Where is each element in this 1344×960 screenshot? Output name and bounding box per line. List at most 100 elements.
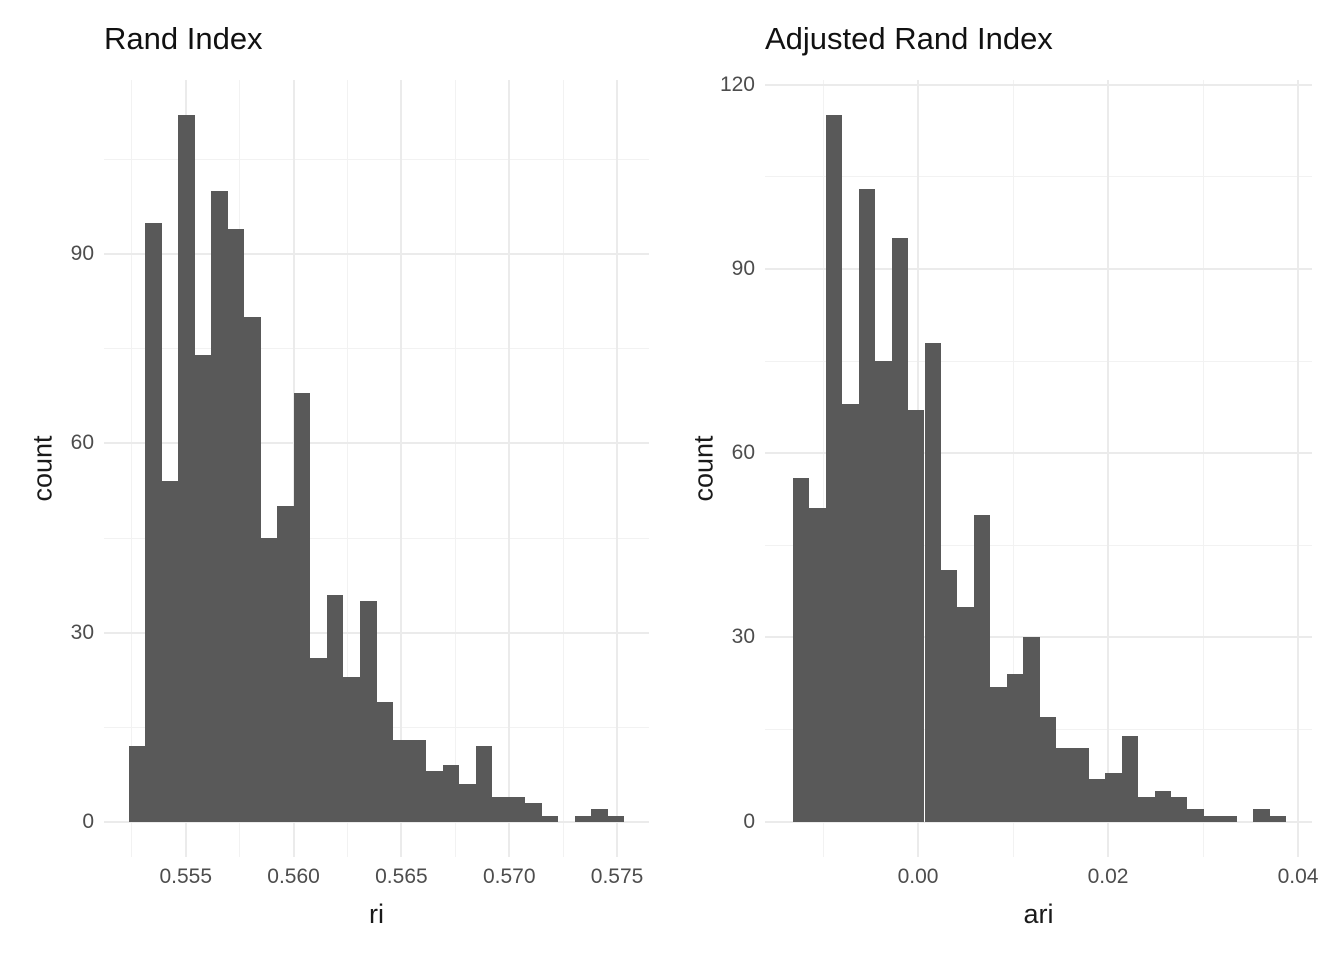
histogram-bar: [260, 538, 278, 822]
gridline-major-y: [765, 267, 1312, 270]
histogram-bar: [1253, 809, 1270, 822]
histogram-bar: [376, 702, 394, 822]
gridline-minor-x: [454, 80, 456, 857]
plot-title: Adjusted Rand Index: [765, 21, 1053, 56]
histogram-bar: [508, 796, 526, 822]
gridline-major-y: [104, 820, 649, 823]
y-tick-label: 30: [70, 620, 94, 644]
histogram-bar: [1187, 809, 1204, 822]
histogram-bar: [244, 317, 261, 822]
histogram-bar: [574, 815, 592, 822]
histogram-bar: [393, 739, 410, 822]
histogram-bar: [842, 404, 859, 822]
gridline-major-x: [1107, 80, 1110, 857]
histogram-bar: [1138, 797, 1155, 822]
histogram-bar: [525, 802, 542, 822]
histogram-bar: [990, 686, 1007, 822]
histogram-bar: [809, 508, 826, 822]
gridline-major-x: [616, 80, 619, 857]
histogram-bar: [1203, 815, 1221, 822]
gridline-major-y: [765, 820, 1312, 823]
histogram-bar: [1023, 637, 1040, 822]
x-tick-label: 0.555: [159, 865, 213, 888]
histogram-bar: [1269, 815, 1287, 822]
histogram-bar: [1105, 772, 1122, 822]
histogram-bar: [1220, 815, 1237, 822]
histogram-bar: [940, 569, 958, 822]
y-tick-label: 0: [82, 809, 94, 833]
histogram-bar: [293, 392, 311, 822]
histogram-bar: [1121, 735, 1139, 822]
x-tick-label: 0.575: [590, 865, 644, 888]
gridline-major-x: [292, 80, 295, 857]
histogram-bar: [1055, 747, 1073, 822]
histogram-bar: [1072, 747, 1089, 822]
histogram-bar: [973, 514, 991, 822]
plot-title: Rand Index: [104, 21, 263, 56]
gridline-major-x: [508, 80, 511, 857]
x-tick-label: 0.570: [482, 865, 536, 888]
histogram-bar: [211, 191, 228, 822]
gridline-minor-x: [1202, 80, 1204, 857]
gridline-minor-x: [822, 80, 824, 857]
histogram-bar: [957, 606, 974, 822]
histogram-bar: [128, 746, 146, 822]
y-axis-title: count: [688, 434, 719, 502]
histogram-bar: [908, 410, 925, 822]
x-tick-label: 0.04: [1277, 865, 1319, 888]
x-axis-title: ari: [1023, 899, 1054, 929]
histogram-bar: [1006, 674, 1024, 822]
histogram-bar: [161, 481, 179, 822]
gridline-minor-x: [1012, 80, 1014, 857]
gridline-major-y: [104, 253, 649, 256]
histogram-bar: [924, 342, 941, 822]
y-tick-label: 0: [743, 809, 755, 833]
gridline-minor-x: [346, 80, 348, 857]
histogram-bar: [591, 809, 608, 822]
gridline-major-y: [104, 442, 649, 445]
gridline-minor-y: [104, 158, 649, 160]
gridline-major-x: [400, 80, 403, 857]
gridline-minor-y: [765, 544, 1312, 546]
histogram-bar: [891, 238, 909, 822]
histogram-bar: [492, 796, 509, 822]
gridline-minor-x: [131, 80, 133, 857]
gridline-major-y: [765, 83, 1312, 86]
x-tick-label: 0.560: [267, 865, 320, 888]
histogram-bar: [326, 594, 344, 822]
histogram-bar: [607, 815, 625, 822]
histogram-bar: [475, 746, 493, 822]
histogram-bar: [1088, 778, 1106, 822]
y-tick-label: 90: [70, 242, 94, 266]
plot-panel: [104, 80, 649, 857]
histogram-bar: [541, 815, 559, 822]
histogram-bar: [360, 601, 377, 822]
y-tick-label: 90: [731, 256, 755, 280]
histogram-bar: [1039, 717, 1056, 822]
x-tick-label: 0.00: [897, 865, 939, 888]
histogram-bar: [1154, 790, 1171, 822]
histogram-bar: [178, 115, 195, 822]
gridline-minor-y: [765, 360, 1312, 362]
y-tick-label: 30: [731, 625, 755, 649]
y-tick-label: 120: [719, 72, 755, 96]
histogram-bar: [875, 361, 892, 822]
histogram-bar: [825, 115, 843, 822]
gridline-minor-y: [765, 176, 1312, 178]
histogram-bar: [426, 771, 443, 822]
histogram-bar: [459, 784, 476, 822]
histogram-bar: [442, 765, 460, 822]
histogram-bar: [310, 657, 327, 822]
gridline-minor-x: [562, 80, 564, 857]
histogram-bar: [227, 228, 245, 822]
plot-panel: [765, 80, 1312, 857]
histogram-bar: [194, 355, 212, 822]
y-tick-label: 60: [70, 431, 94, 455]
x-axis-title: ri: [369, 899, 384, 929]
histogram-bar: [277, 506, 294, 822]
x-tick-label: 0.02: [1087, 865, 1129, 888]
gridline-minor-y: [104, 537, 649, 539]
